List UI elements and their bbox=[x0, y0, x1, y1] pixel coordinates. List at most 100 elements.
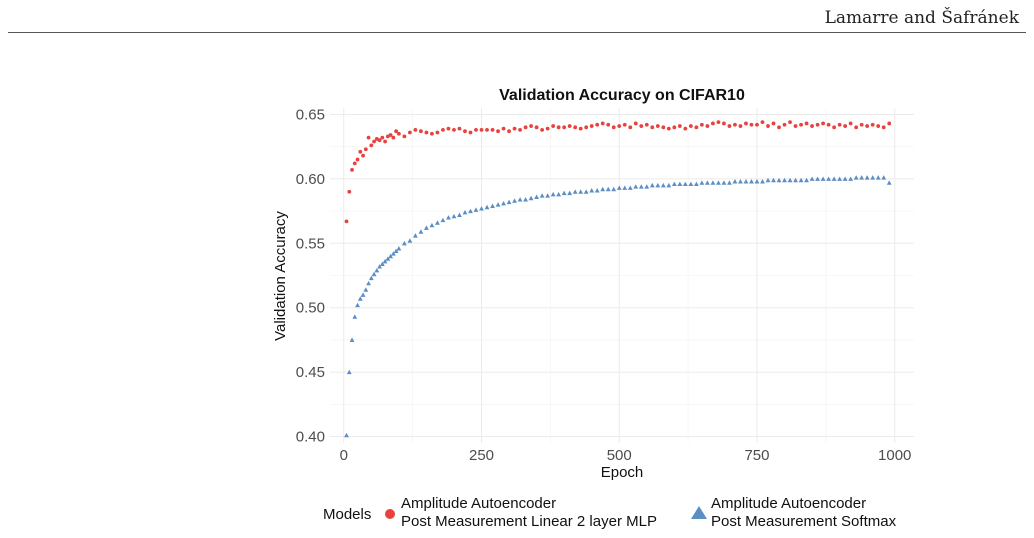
mlp-data-point bbox=[815, 122, 820, 127]
softmax-data-point bbox=[523, 197, 528, 202]
softmax-data-point bbox=[360, 292, 366, 297]
softmax-data-point bbox=[771, 177, 776, 183]
mlp-data-point bbox=[380, 135, 385, 140]
softmax-data-point bbox=[357, 296, 363, 301]
running-head: Lamarre and Šafránek bbox=[824, 8, 1019, 28]
data-points bbox=[344, 120, 892, 438]
softmax-data-point bbox=[886, 180, 892, 185]
grid bbox=[330, 108, 914, 443]
x-axis-label: Epoch bbox=[601, 464, 644, 481]
mlp-data-point bbox=[870, 122, 875, 127]
mlp-data-point bbox=[661, 125, 666, 130]
softmax-data-point bbox=[495, 202, 501, 207]
softmax-data-point bbox=[793, 177, 798, 183]
softmax-data-point bbox=[616, 185, 622, 190]
mlp-data-point bbox=[391, 135, 396, 140]
mlp-data-point bbox=[413, 128, 418, 132]
mlp-data-point bbox=[366, 135, 371, 140]
header-rule bbox=[8, 32, 1026, 33]
softmax-data-point bbox=[382, 258, 388, 264]
y-axis-label: Validation Accuracy bbox=[272, 211, 289, 341]
mlp-data-point bbox=[463, 129, 467, 134]
softmax-data-point bbox=[435, 220, 440, 225]
mlp-data-point bbox=[766, 124, 770, 128]
mlp-data-point bbox=[733, 122, 737, 127]
softmax-data-point bbox=[490, 203, 495, 208]
mlp-data-point bbox=[711, 121, 715, 126]
softmax-data-point bbox=[390, 251, 396, 256]
mlp-data-point bbox=[633, 121, 638, 126]
mlp-data-point bbox=[694, 125, 699, 130]
mlp-data-point bbox=[396, 131, 401, 136]
softmax-data-point bbox=[368, 275, 374, 281]
mlp-data-point bbox=[782, 122, 787, 127]
softmax-data-point bbox=[517, 197, 523, 202]
softmax-data-point bbox=[699, 180, 705, 185]
x-tick-label: 250 bbox=[469, 447, 494, 464]
softmax-data-point bbox=[446, 215, 451, 220]
mlp-data-point bbox=[655, 124, 660, 128]
mlp-data-point bbox=[832, 125, 837, 130]
softmax-data-point bbox=[366, 280, 371, 286]
y-tick-label: 0.55 bbox=[296, 235, 325, 252]
mlp-data-point bbox=[843, 124, 848, 128]
mlp-data-point bbox=[490, 128, 495, 132]
mlp-data-point bbox=[760, 120, 765, 125]
legend: Models Amplitude Autoencoder Post Measur… bbox=[323, 495, 897, 530]
mlp-data-point bbox=[529, 124, 533, 128]
mlp-data-point bbox=[595, 122, 600, 127]
mlp-data-point bbox=[344, 219, 349, 224]
softmax-data-point bbox=[407, 238, 413, 243]
mlp-data-point bbox=[347, 189, 352, 194]
mlp-data-point bbox=[688, 124, 693, 128]
mlp-data-point bbox=[854, 125, 859, 130]
softmax-data-point bbox=[666, 182, 672, 188]
softmax-data-point bbox=[776, 177, 782, 183]
softmax-data-point bbox=[837, 176, 843, 181]
softmax-data-point bbox=[412, 233, 418, 238]
softmax-data-point bbox=[534, 194, 540, 199]
softmax-data-point bbox=[550, 191, 556, 197]
mlp-data-point bbox=[369, 143, 374, 148]
legend-label-mlp-line1: Amplitude Autoencoder bbox=[401, 495, 556, 512]
axis-ticks: 0 250 500 750 1000 0.40 0.45 0.50 0.55 0.60 0.65 bbox=[296, 106, 912, 464]
mlp-data-point bbox=[452, 128, 456, 132]
softmax-data-point bbox=[468, 208, 473, 214]
softmax-data-point bbox=[589, 188, 595, 193]
mlp-data-point bbox=[887, 121, 892, 126]
softmax-data-point bbox=[842, 176, 848, 181]
softmax-data-point bbox=[859, 175, 865, 180]
mlp-data-point bbox=[446, 126, 451, 131]
mlp-data-point bbox=[881, 125, 886, 130]
softmax-data-point bbox=[346, 369, 352, 375]
mlp-data-point bbox=[628, 125, 633, 130]
mlp-data-point bbox=[699, 122, 704, 127]
mlp-data-point bbox=[650, 125, 655, 130]
mlp-data-point bbox=[545, 126, 550, 131]
softmax-data-point bbox=[462, 209, 468, 215]
softmax-data-point bbox=[611, 186, 617, 192]
softmax-data-point bbox=[484, 204, 490, 210]
softmax-data-point bbox=[457, 212, 462, 217]
mlp-data-point bbox=[589, 124, 594, 128]
softmax-data-point bbox=[374, 267, 380, 273]
mlp-data-point bbox=[512, 126, 517, 131]
mlp-data-point bbox=[705, 124, 710, 128]
mlp-data-point bbox=[821, 121, 825, 126]
softmax-data-point bbox=[704, 180, 710, 185]
softmax-data-point bbox=[815, 176, 820, 181]
mlp-data-point bbox=[372, 139, 376, 144]
softmax-data-point bbox=[743, 179, 749, 184]
mlp-data-point bbox=[578, 126, 583, 131]
mlp-data-point bbox=[501, 126, 506, 131]
softmax-data-point bbox=[594, 188, 600, 193]
mlp-data-point bbox=[799, 122, 803, 127]
softmax-data-point bbox=[831, 176, 837, 181]
mlp-data-point bbox=[358, 149, 363, 154]
mlp-data-point bbox=[600, 121, 605, 126]
mlp-data-point bbox=[666, 126, 671, 131]
softmax-data-point bbox=[545, 193, 551, 198]
softmax-data-point bbox=[749, 179, 754, 184]
softmax-data-point bbox=[512, 198, 517, 203]
mlp-data-point bbox=[474, 128, 478, 132]
